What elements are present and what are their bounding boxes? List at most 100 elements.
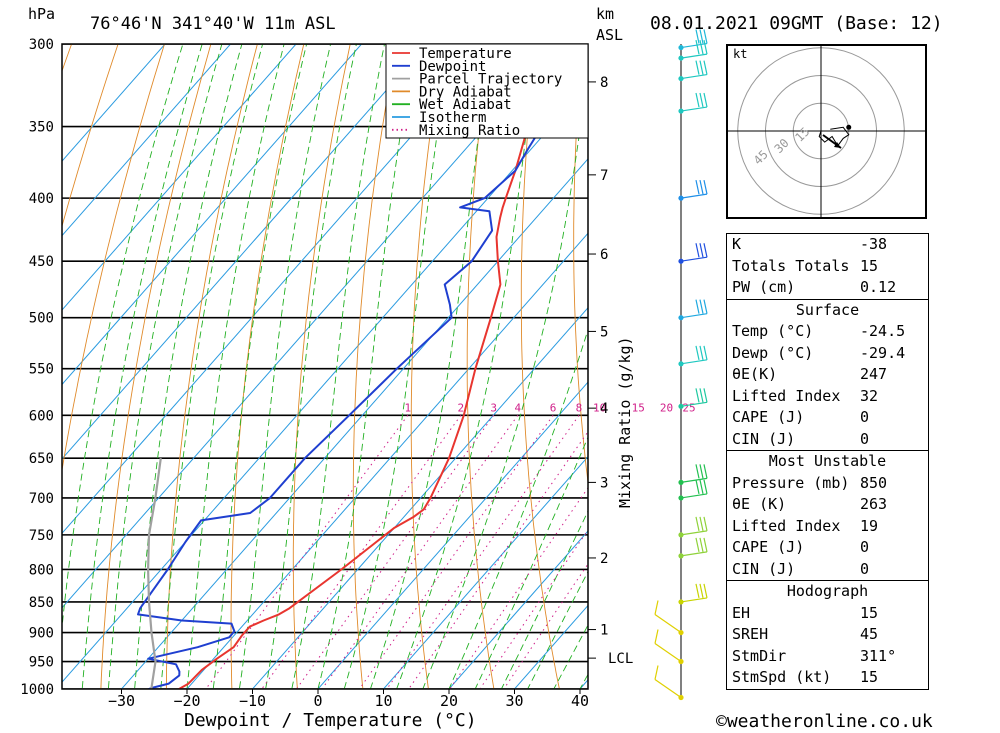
- km-tick-label: 1: [600, 623, 608, 639]
- dry-adiabat: [100, 44, 212, 689]
- hodograph-indices: EH 15 SREH 45 StmDir 311° StmSpd (kt) 15: [727, 603, 928, 689]
- wind-barb-flag: [699, 243, 704, 258]
- isotherm: [62, 44, 166, 162]
- wind-barb: [680, 477, 708, 483]
- index-row: θE(K) 247: [727, 364, 928, 386]
- legend-label: Dewpoint: [419, 59, 486, 75]
- wind-barb: [654, 643, 682, 663]
- wind-barb-flag: [654, 629, 659, 644]
- index-label: PW (cm): [732, 278, 796, 296]
- temp-tick-label: −20: [173, 692, 200, 710]
- wet-adiabat: [553, 624, 588, 689]
- pressure-tick-label: 850: [29, 595, 54, 611]
- mixing-ratio-line: [503, 563, 588, 689]
- wind-barb-flag: [695, 583, 700, 599]
- wet-adiabat: [265, 44, 357, 689]
- wind-barb-flag: [703, 583, 708, 599]
- index-value: 0: [860, 408, 870, 426]
- temp-tick-label: −30: [108, 692, 135, 710]
- pressure-tick-label: 450: [29, 254, 54, 270]
- index-value: 32: [860, 386, 879, 405]
- mixing-ratio-axis-label: Mixing Ratio (g/kg): [616, 336, 634, 508]
- wind-barb-flag: [703, 388, 708, 403]
- pressure-tick-label: 700: [29, 491, 54, 507]
- km-tick-label: 3: [600, 475, 608, 491]
- index-row: Dewp (°C) -29.4: [727, 343, 928, 365]
- mixing-ratio-line: [386, 415, 580, 689]
- wet-adiabat: [422, 67, 588, 689]
- wind-barb-flag: [699, 299, 704, 314]
- wind-barb: [680, 401, 708, 407]
- wind-barb-flag: [695, 479, 700, 495]
- hodograph-ring-label: 30: [772, 136, 792, 156]
- isotherm: [62, 44, 297, 311]
- wet-adiabat: [212, 44, 308, 689]
- wind-barb: [654, 614, 682, 634]
- mixing-ratio-label: 10: [593, 401, 606, 414]
- wind-barb-flag: [703, 92, 708, 108]
- temp-tick-label: 20: [440, 692, 458, 710]
- x-axis-label: Dewpoint / Temperature (°C): [184, 710, 477, 731]
- isotherm: [62, 44, 559, 609]
- wind-barb: [680, 597, 708, 603]
- sounding-lines: [137, 44, 588, 689]
- pressure-tick-label: 1000: [20, 682, 54, 698]
- isotherm: [62, 83, 588, 683]
- index-row: PW (cm) 0.12: [727, 277, 928, 299]
- wind-barb-flag: [703, 179, 708, 195]
- index-value: -24.5: [860, 322, 906, 340]
- wind-barb-flag: [699, 388, 704, 403]
- index-label: Temp (°C): [732, 322, 814, 340]
- wind-barb-flag: [703, 60, 708, 75]
- plot-border: [61, 43, 589, 690]
- wind-barb: [680, 313, 708, 319]
- index-row: CAPE (J) 0: [727, 537, 928, 559]
- wind-barb-flag: [695, 388, 700, 403]
- wind-barb-flag: [695, 464, 700, 479]
- wind-barb-flag: [699, 39, 704, 55]
- wind-barb-flag: [695, 29, 700, 44]
- wet-adiabat: [448, 328, 588, 689]
- pressure-tick-label: 900: [29, 626, 54, 642]
- index-label: K: [732, 235, 742, 253]
- wind-barb-flag: [699, 516, 704, 532]
- axes: 1 2 3 4 6 8 10 15 20 2530035040045050055060065070…: [20, 37, 695, 710]
- surface-header: Surface: [727, 298, 928, 322]
- wind-barb-flag: [695, 516, 700, 532]
- wet-adiabat: [238, 44, 332, 689]
- isotherm: [448, 530, 588, 689]
- pressure-tick-label: 950: [29, 655, 54, 671]
- wet-adiabat: [107, 44, 223, 689]
- index-label: CAPE (J): [732, 408, 805, 426]
- wind-barb-flag: [703, 479, 708, 495]
- index-row: CIN (J) 0: [727, 559, 928, 581]
- wind-barb: [680, 73, 708, 80]
- wet-adiabat: [369, 44, 492, 689]
- index-row: Totals Totals 15: [727, 256, 928, 278]
- indices-top: K -38 Totals Totals 15 PW (cm) 0.12: [727, 234, 928, 299]
- wet-adiabat: [160, 44, 264, 689]
- isotherm: [62, 44, 232, 237]
- index-value: 0: [860, 538, 870, 556]
- index-row: Temp (°C) -24.5: [727, 321, 928, 343]
- wind-barb-flag: [699, 537, 704, 553]
- temp-tick-label: 40: [571, 692, 589, 710]
- index-label: Lifted Index: [732, 386, 841, 405]
- mixing-ratio-label: 6: [550, 401, 557, 414]
- index-value: -38: [860, 235, 888, 253]
- isotherm: [186, 232, 588, 689]
- wind-barb: [680, 551, 708, 557]
- dry-adiabat: [352, 44, 398, 689]
- wind-barb-flag: [703, 345, 708, 360]
- km-label: km: [596, 5, 614, 23]
- wind-barb-flag: [703, 516, 708, 532]
- isotherm: [62, 44, 428, 460]
- index-value: 247: [860, 365, 888, 383]
- index-row: StmSpd (kt) 15: [727, 667, 928, 689]
- wind-barb-flag: [695, 92, 700, 108]
- wet-adiabat: [81, 44, 203, 689]
- isotherm: [62, 44, 494, 535]
- wind-barb-flag: [703, 243, 708, 258]
- isotherm: [317, 381, 588, 689]
